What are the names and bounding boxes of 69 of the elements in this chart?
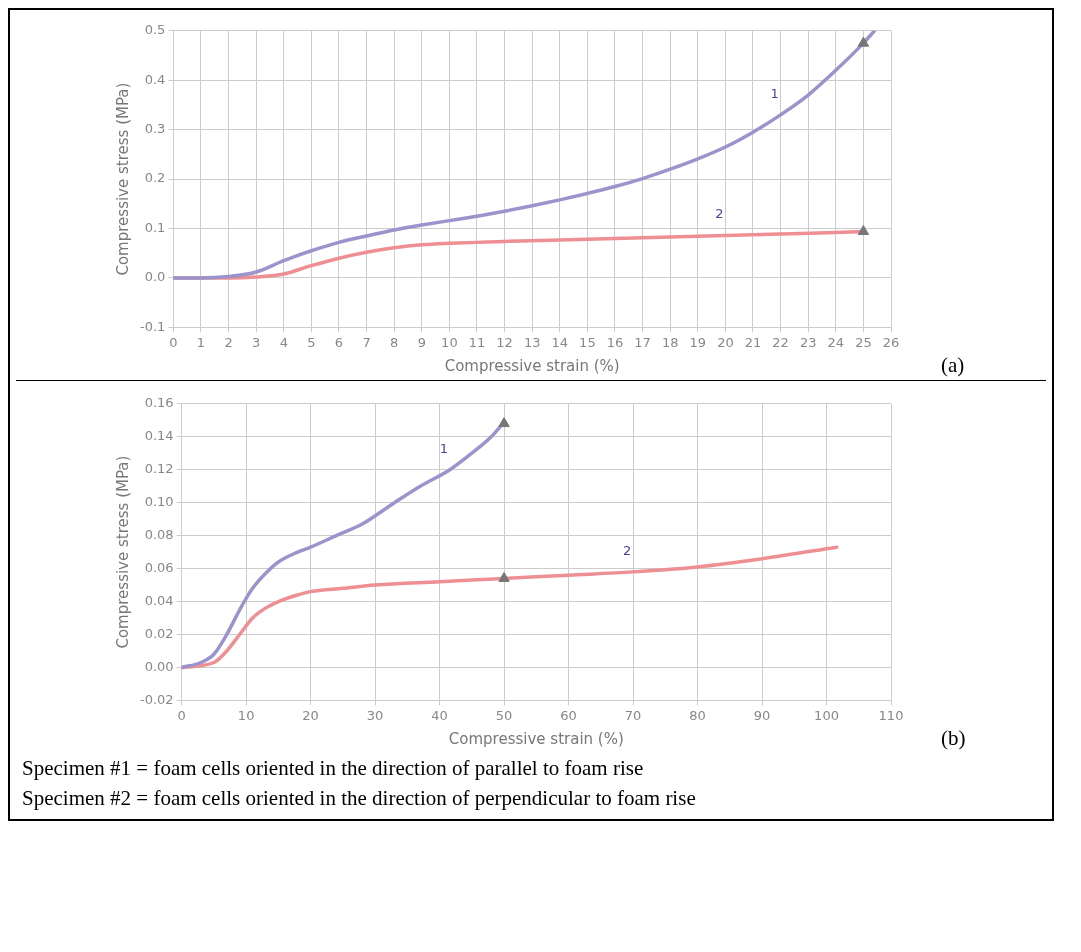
y-axis-title: Compressive stress (MPa) bbox=[113, 455, 132, 649]
x-axis-title: Compressive strain (%) bbox=[448, 729, 624, 748]
x-tick-label: 25 bbox=[855, 334, 872, 350]
x-tick-label: 2 bbox=[224, 334, 233, 350]
x-tick-label: 70 bbox=[624, 707, 642, 723]
y-tick-label: 0.0 bbox=[144, 269, 166, 285]
x-tick-label: 8 bbox=[390, 334, 399, 350]
text: Specimen #2 = foam cells oriented in the direction of perpendicular to foam rise bbox=[22, 785, 697, 812]
y-tick-label: 0.04 bbox=[144, 592, 174, 608]
text: Specimen #1 = foam cells oriented in the direction of parallel to foam rise bbox=[22, 755, 645, 782]
x-tick-label: 14 bbox=[551, 334, 569, 350]
y-tick-label: 0.00 bbox=[144, 658, 174, 674]
y-tick-label: -0.02 bbox=[140, 691, 174, 707]
y-tick-label: 0.06 bbox=[144, 559, 174, 575]
y-tick-label: 0.14 bbox=[144, 428, 174, 444]
line-series bbox=[173, 30, 877, 280]
x-tick-label: 3 bbox=[252, 334, 261, 350]
x-tick-label: 9 bbox=[417, 334, 426, 350]
y-tick-label: 0.10 bbox=[144, 494, 174, 510]
x-tick-label: 16 bbox=[606, 334, 624, 350]
x-axis-title: Compressive strain (%) bbox=[444, 356, 620, 375]
x-tick-label: 12 bbox=[496, 334, 513, 350]
y-tick-label: 0.4 bbox=[144, 71, 166, 87]
x-tick-label: 19 bbox=[689, 334, 707, 350]
y-tick-label: 0.02 bbox=[144, 625, 174, 641]
y-tick-label: 0.3 bbox=[144, 121, 166, 137]
series-label: 1 bbox=[439, 440, 449, 456]
x-tick-label: 20 bbox=[302, 707, 319, 723]
y-tick-label: 0.08 bbox=[144, 527, 174, 542]
x-tick-label: 13 bbox=[523, 334, 541, 350]
x-tick-label: 22 bbox=[772, 334, 789, 350]
x-tick-label: 7 bbox=[362, 334, 371, 350]
text: (a) bbox=[941, 353, 965, 378]
x-tick-label: 26 bbox=[882, 334, 900, 350]
x-tick-label: 60 bbox=[560, 707, 577, 723]
x-tick-label: 0 bbox=[169, 334, 178, 350]
x-tick-label: 10 bbox=[237, 707, 255, 723]
x-tick-label: 5 bbox=[307, 334, 316, 350]
x-tick-label: 80 bbox=[689, 707, 706, 723]
x-tick-label: 90 bbox=[753, 707, 771, 723]
x-tick-label: 15 bbox=[579, 334, 596, 350]
x-tick-label: 17 bbox=[634, 334, 651, 350]
y-tick-label: 0.16 bbox=[144, 395, 174, 411]
x-tick-label: 18 bbox=[661, 334, 679, 350]
series-label: 2 bbox=[715, 206, 724, 222]
x-tick-label: 1 bbox=[196, 334, 206, 350]
x-tick-label: 100 bbox=[814, 707, 839, 723]
y-tick-label: 0.5 bbox=[144, 22, 166, 38]
x-tick-label: 50 bbox=[495, 707, 513, 723]
x-tick-label: 40 bbox=[431, 707, 448, 723]
x-tick-label: 10 bbox=[441, 334, 458, 350]
x-tick-label: 110 bbox=[878, 707, 904, 723]
x-tick-label: 23 bbox=[799, 334, 817, 350]
x-tick-label: 11 bbox=[468, 334, 486, 350]
x-tick-label: 20 bbox=[717, 334, 734, 350]
y-axis-title: Compressive stress (MPa) bbox=[113, 82, 132, 276]
y-tick-label: 0.2 bbox=[144, 170, 166, 186]
series-label: 2 bbox=[622, 542, 632, 558]
y-tick-label: -0.1 bbox=[139, 318, 166, 334]
x-tick-label: 24 bbox=[827, 334, 845, 350]
x-tick-label: 0 bbox=[177, 707, 186, 723]
x-tick-label: 6 bbox=[334, 334, 344, 350]
text: (b) bbox=[941, 726, 966, 751]
series-label: 1 bbox=[770, 85, 779, 101]
x-tick-label: 30 bbox=[366, 707, 384, 723]
x-tick-label: 21 bbox=[744, 334, 762, 350]
y-tick-label: 0.12 bbox=[144, 461, 174, 477]
y-tick-label: 0.1 bbox=[144, 219, 166, 235]
x-tick-label: 4 bbox=[279, 334, 288, 350]
